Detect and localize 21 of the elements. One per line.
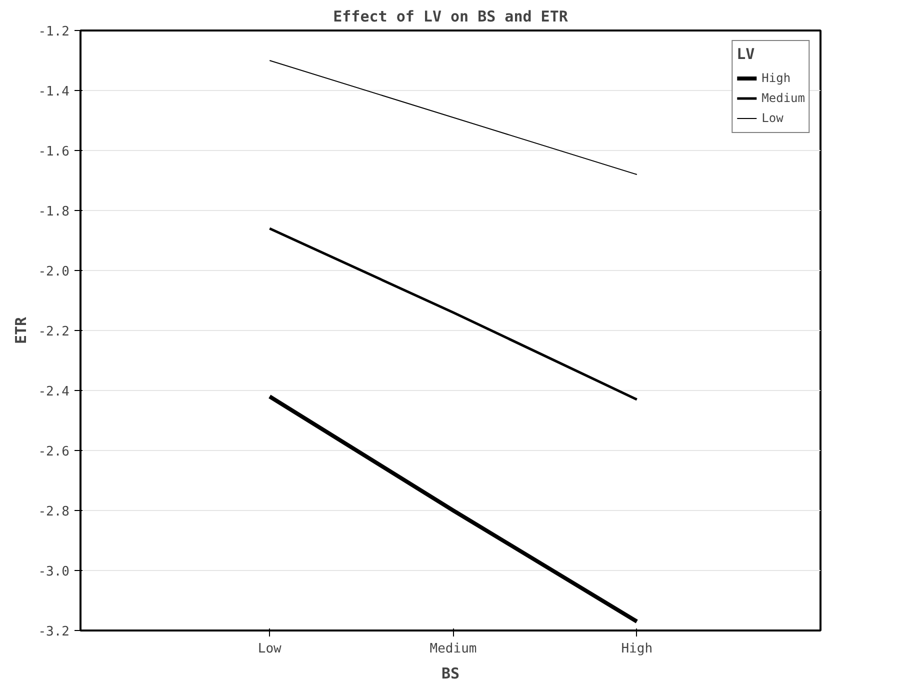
legend-label: Low: [762, 111, 784, 125]
y-tick-label: -2.8: [38, 504, 70, 520]
y-tick-label: -1.6: [38, 144, 70, 160]
x-tick-label: Low: [258, 642, 282, 656]
legend-label: High: [762, 71, 791, 85]
y-tick-label: -1.4: [38, 84, 70, 100]
y-tick-label: -3.2: [38, 624, 70, 640]
y-tick-label: -2.2: [38, 324, 70, 340]
y-tick-label: -2.0: [38, 264, 70, 280]
y-tick-label: -2.4: [38, 384, 70, 400]
legend-label: Medium: [762, 91, 805, 105]
y-tick-label: -3.0: [38, 564, 70, 580]
y-axis-title: ETR: [12, 316, 30, 344]
x-axis-title: BS: [441, 664, 460, 682]
legend-title: LV: [736, 45, 756, 63]
y-tick-label: -1.8: [38, 204, 70, 220]
y-tick-label: -1.2: [38, 24, 70, 40]
x-tick-label: Medium: [430, 642, 477, 656]
x-tick-label: High: [621, 642, 653, 656]
chart-title: Effect of LV on BS and ETR: [333, 8, 569, 26]
y-tick-label: -2.6: [38, 444, 70, 460]
